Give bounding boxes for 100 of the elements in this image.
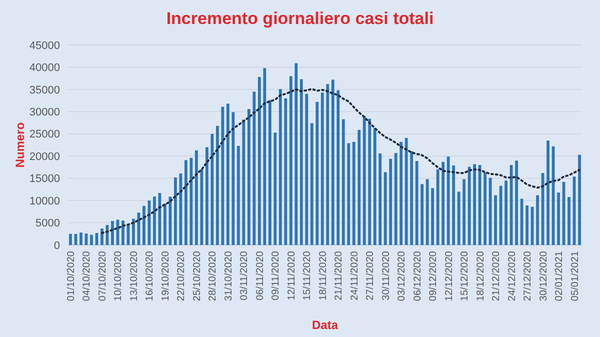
bar [289,76,292,245]
bar [247,109,250,245]
bar [174,177,177,245]
bar [184,160,188,245]
bar [336,90,340,245]
bar [310,123,314,245]
bar [331,80,334,245]
x-tick-label: 15/11/2020 [302,250,314,300]
bar [252,92,256,245]
y-tick-label: 10000 [29,195,60,208]
x-tick-label: 13/10/2020 [128,250,140,302]
y-tick-label: 0 [54,240,60,252]
bar [378,153,382,245]
bar [221,106,224,245]
x-tick-label: 18/12/2020 [475,250,486,302]
y-tick-label: 40000 [29,62,60,74]
bar [431,188,434,245]
bar [526,205,528,245]
bar [442,162,445,245]
bar [142,206,146,245]
bar [320,92,324,245]
bar [236,146,240,245]
bar [100,228,104,245]
bar [232,112,235,245]
bar [111,221,114,245]
bar [362,116,366,245]
bar [400,142,403,245]
x-tick-label: 21/11/2020 [334,250,345,300]
bar [210,134,214,245]
x-tick-label: 22/10/2020 [176,250,188,302]
x-tick-label: 01/10/2020 [66,250,77,302]
bar [494,195,497,245]
x-tick-label: 10/10/2020 [113,250,124,302]
bar [90,234,93,245]
bar [274,132,277,245]
x-tick-label: 05/01/2021 [570,250,581,302]
y-tick-label: 25000 [29,128,60,141]
x-tick-label: 04/10/2020 [82,250,93,302]
bar [190,158,193,245]
bar [122,220,124,245]
x-tick-label: 03/11/2020 [239,250,250,300]
bar [515,160,518,245]
x-tick-label: 25/10/2020 [192,250,203,302]
bar [446,156,450,245]
bar [462,179,466,245]
x-tick-label: 24/12/2020 [506,250,518,302]
bar [384,172,387,245]
chart-title: Incremento giornaliero casi totali [166,9,434,28]
bar [164,204,166,245]
bar [268,100,272,245]
bar [80,232,82,245]
bar [389,158,392,245]
y-tick-label: 30000 [29,106,60,119]
x-tick-label: 09/12/2020 [428,250,440,302]
bar [468,166,471,245]
bar [242,120,246,245]
line-series [100,88,581,234]
bar [557,192,560,245]
bar [200,169,204,245]
x-tick-label: 24/11/2020 [349,250,360,300]
bar [473,164,476,245]
bar [415,161,418,245]
bar [436,169,440,245]
x-tick-label: 28/10/2020 [208,250,219,302]
bar [194,150,198,245]
x-tick-label: 30/12/2020 [538,250,550,302]
bar [368,118,372,245]
bar [394,153,398,245]
bar [132,218,135,245]
bar [410,151,414,245]
bar [294,63,298,245]
x-axis-title: Data [312,318,338,332]
bar [278,89,282,245]
x-tick-label: 03/12/2020 [396,250,408,302]
bar [373,128,376,245]
bar [153,196,156,245]
bar [300,79,303,245]
x-tick-label: 16/10/2020 [144,250,156,302]
bar [216,126,219,245]
y-tick-label: 35000 [29,84,60,96]
x-tick-label: 09/11/2020 [270,250,282,300]
bar [484,172,486,245]
x-tick-label: 02/01/2021 [554,250,566,302]
x-tick-label: 12/12/2020 [444,250,455,302]
x-tick-label: 21/12/2020 [491,250,502,302]
x-tick-label: 18/11/2020 [318,250,329,300]
x-tick-label: 31/10/2020 [223,250,234,302]
x-tick-label: 15/12/2020 [460,250,471,302]
y-tick-label: 15000 [29,173,60,186]
bar [69,234,72,245]
bar [263,68,266,245]
bar [358,130,361,245]
x-tick-label: 06/12/2020 [412,250,424,302]
x-tick-label: 12/11/2020 [286,250,298,300]
bar [452,165,456,245]
bar [347,143,350,245]
bar [305,94,308,245]
bar [568,197,570,245]
bar [536,195,539,245]
y-tick-label: 5000 [36,218,60,230]
